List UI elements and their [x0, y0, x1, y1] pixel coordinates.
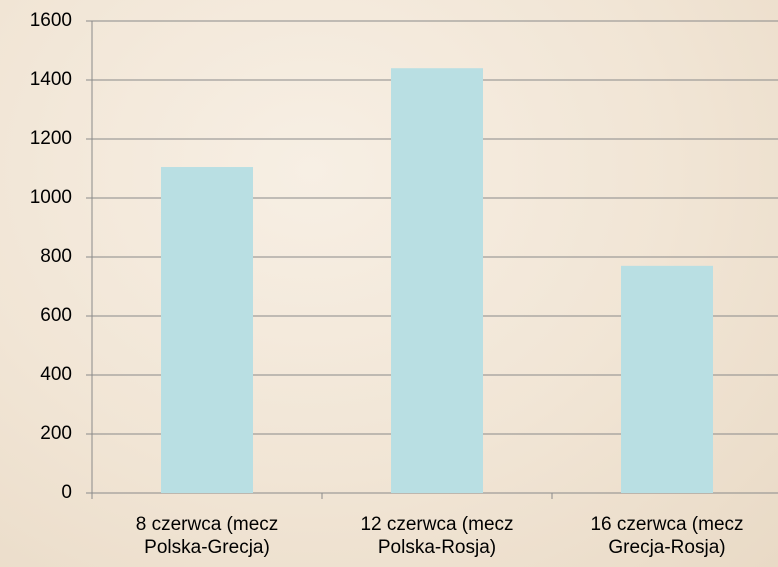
- y-tick-label: 200: [40, 423, 72, 444]
- y-tick-label: 1200: [30, 128, 72, 149]
- y-tick-label: 800: [40, 246, 72, 267]
- bar: [621, 265, 713, 493]
- bar: [391, 68, 483, 493]
- x-tick-label: 8 czerwca (mecz Polska-Grecja): [135, 514, 279, 558]
- y-tick-label: 0: [61, 482, 72, 503]
- bar: [161, 167, 253, 493]
- y-tick-label: 600: [40, 305, 72, 326]
- y-tick-label: 1600: [30, 10, 72, 31]
- y-tick-label: 1000: [30, 187, 72, 208]
- y-tick-label: 400: [40, 364, 72, 385]
- x-tick-label: 12 czerwca (mecz Polska-Rosja): [360, 514, 514, 558]
- x-tick-label: 16 czerwca (mecz Grecja-Rosja): [590, 514, 744, 558]
- y-tick-label: 1400: [30, 69, 72, 90]
